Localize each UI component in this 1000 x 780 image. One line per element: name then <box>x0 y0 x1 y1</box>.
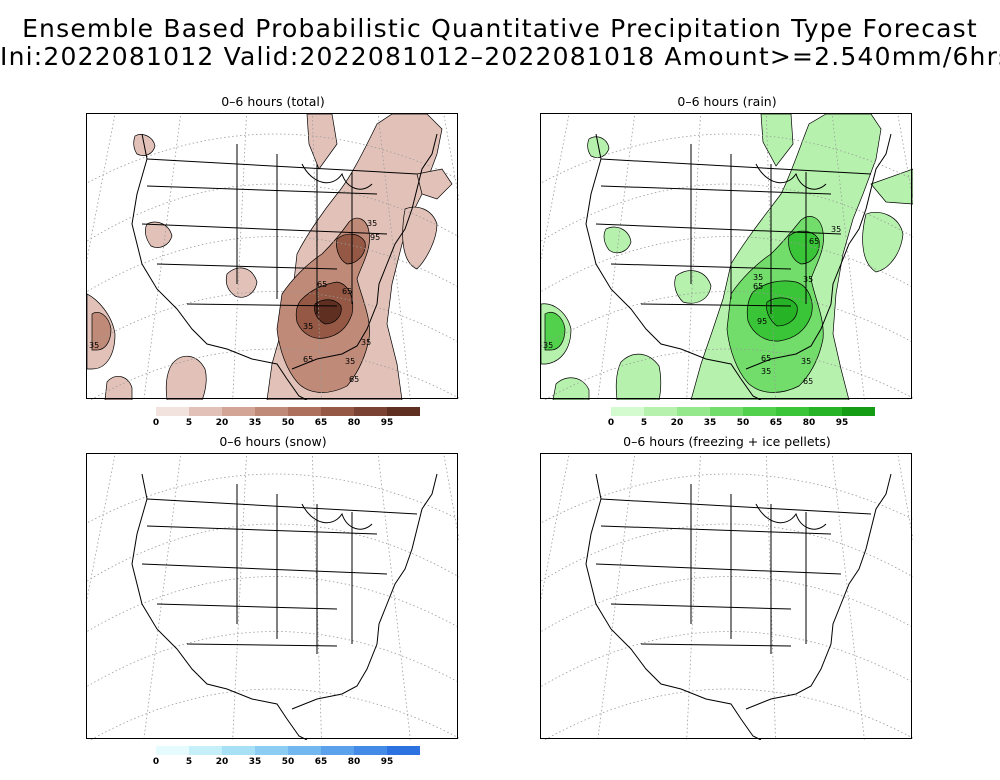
colorbar-tick-label: 65 <box>314 757 328 767</box>
graticule-total <box>87 114 459 400</box>
colorbar-swatch <box>288 407 321 416</box>
colorbar-swatch <box>842 407 875 416</box>
colorbar-tick-label: 35 <box>248 757 262 767</box>
contour-label: 65 <box>753 282 763 291</box>
colorbar-tick-label: 0 <box>607 418 615 428</box>
colorbar-tick-label: 5 <box>640 418 648 428</box>
colorbar-ticks-total: 0 5 20 35 50 65 80 95 <box>152 418 420 430</box>
contour-label: 35 <box>543 341 553 350</box>
contour-label: 35 <box>361 338 371 347</box>
contour-label: 95 <box>370 233 380 242</box>
colorbar-swatch <box>644 407 677 416</box>
map-panel-snow <box>87 454 459 740</box>
colorbar-tick-label: 5 <box>185 418 193 428</box>
contour-label: 35 <box>303 322 313 331</box>
panel-title-total: 0–6 hours (total) <box>221 94 325 109</box>
colorbar-tick-label: 80 <box>347 418 361 428</box>
panel-title-frz: 0–6 hours (freezing + ice pellets) <box>623 434 831 449</box>
map-panel-rain: 65 35 65 35 95 65 35 35 65 35 35 <box>541 114 913 400</box>
colorbar-tick-label: 20 <box>215 418 229 428</box>
colorbar-swatch <box>255 746 288 755</box>
map-outline-total <box>131 133 438 400</box>
colorbar-tick-label: 95 <box>835 418 849 428</box>
main-title: Ensemble Based Probabilistic Quantitativ… <box>22 14 978 43</box>
colorbar-tick-label: 0 <box>152 757 160 767</box>
colorbar-swatch <box>387 746 420 755</box>
colorbar-swatch <box>189 746 222 755</box>
colorbar-tick-label: 65 <box>314 418 328 428</box>
colorbar-swatch <box>156 746 189 755</box>
contour-label: 35 <box>761 367 771 376</box>
colorbar-swatch <box>710 407 743 416</box>
colorbar-tick-label: 50 <box>281 418 295 428</box>
contour-label: 35 <box>753 273 763 282</box>
colorbar-tick-label: 95 <box>380 418 394 428</box>
colorbar-tick-label: 20 <box>670 418 684 428</box>
colorbar-ticks-rain: 0 5 20 35 50 65 80 95 <box>607 418 875 430</box>
colorbar-tick-label: 20 <box>215 757 229 767</box>
contour-label: 65 <box>349 375 359 384</box>
graticule-frz <box>541 454 913 740</box>
precip-shading-total <box>87 114 453 400</box>
colorbar-swatch <box>677 407 710 416</box>
colorbar-tick-label: 35 <box>703 418 717 428</box>
colorbar-rain <box>611 407 875 416</box>
colorbar-tick-label: 50 <box>736 418 750 428</box>
main-subtitle: Ini:2022081012 Valid:2022081012–20220810… <box>0 42 1000 71</box>
contour-label: 35 <box>367 219 377 228</box>
contour-label: 35 <box>89 341 99 350</box>
colorbar-tick-label: 0 <box>152 418 160 428</box>
map-panel-total: 35 65 95 35 65 35 65 35 35 65 <box>87 114 459 400</box>
colorbar-tick-label: 95 <box>380 757 394 767</box>
colorbar-swatch <box>387 407 420 416</box>
panel-title-rain: 0–6 hours (rain) <box>677 94 777 109</box>
panel-title-snow: 0–6 hours (snow) <box>219 434 327 449</box>
precip-shading-rain <box>541 114 913 400</box>
map-panel-frz <box>541 454 913 740</box>
contour-label: 35 <box>801 357 811 366</box>
colorbar-tick-label: 5 <box>185 757 193 767</box>
colorbar-swatch <box>189 407 222 416</box>
colorbar-swatch <box>809 407 842 416</box>
colorbar-tick-label: 80 <box>802 418 816 428</box>
map-outline-frz <box>585 473 892 740</box>
colorbar-swatch <box>255 407 288 416</box>
colorbar-swatch <box>222 407 255 416</box>
colorbar-swatch <box>611 407 644 416</box>
colorbar-tick-label: 35 <box>248 418 262 428</box>
contour-label: 65 <box>342 287 352 296</box>
colorbar-tick-label: 65 <box>769 418 783 428</box>
colorbar-swatch <box>222 746 255 755</box>
colorbar-ticks-snow: 0 5 20 35 50 65 80 95 <box>152 757 420 769</box>
map-outline-snow <box>131 473 438 740</box>
contour-labels-total: 35 65 95 35 65 35 65 35 35 65 <box>89 219 380 384</box>
colorbar-swatch <box>743 407 776 416</box>
contour-label: 65 <box>317 280 327 289</box>
contour-label: 35 <box>803 275 813 284</box>
contour-label: 65 <box>809 237 819 246</box>
colorbar-swatch <box>354 407 387 416</box>
colorbar-tick-label: 80 <box>347 757 361 767</box>
graticule-rain <box>541 114 913 400</box>
map-outline-rain <box>585 133 892 400</box>
colorbar-total <box>156 407 420 416</box>
contour-label: 35 <box>345 357 355 366</box>
colorbar-swatch <box>354 746 387 755</box>
graticule-snow <box>87 454 459 740</box>
contour-labels-rain: 65 35 65 35 95 65 35 35 65 35 35 <box>543 225 841 386</box>
colorbar-swatch <box>156 407 189 416</box>
contour-label: 65 <box>803 377 813 386</box>
colorbar-swatch <box>321 746 354 755</box>
contour-label: 65 <box>761 354 771 363</box>
colorbar-swatch <box>321 407 354 416</box>
colorbar-tick-label: 50 <box>281 757 295 767</box>
colorbar-swatch <box>288 746 321 755</box>
contour-label: 35 <box>831 225 841 234</box>
contour-label: 95 <box>757 317 767 326</box>
colorbar-snow <box>156 746 420 755</box>
contour-label: 65 <box>303 355 313 364</box>
colorbar-swatch <box>776 407 809 416</box>
